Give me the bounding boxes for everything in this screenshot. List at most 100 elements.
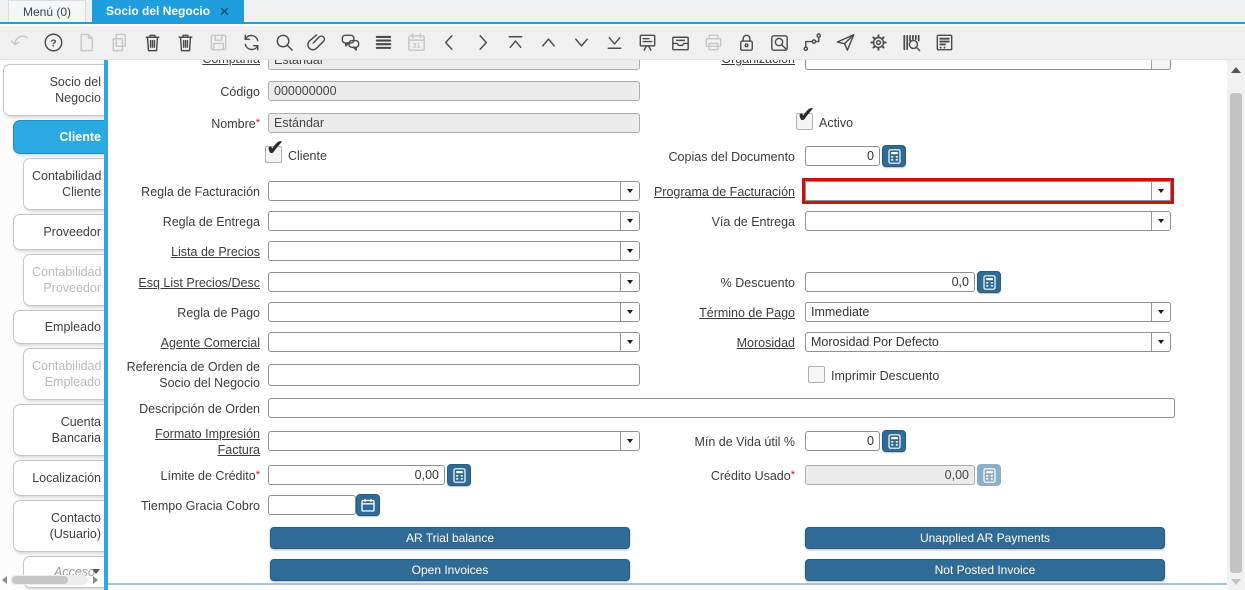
next-record-icon[interactable] bbox=[471, 31, 494, 54]
sidebar-tab-contabilidad-cliente[interactable]: Contabilidad Cliente bbox=[23, 158, 104, 210]
esq-list-precios-combo[interactable] bbox=[268, 272, 640, 292]
nombre-field[interactable]: Estándar bbox=[268, 113, 640, 133]
dropdown-arrow-button[interactable] bbox=[620, 212, 639, 230]
sidebar-tab-localizacion[interactable]: Localización bbox=[13, 460, 104, 496]
sidebar-more-tabs-icon[interactable] bbox=[92, 569, 100, 574]
formato-impresion-combo[interactable] bbox=[268, 431, 640, 451]
limite-credito-field[interactable]: 0,00 bbox=[268, 465, 445, 485]
save-icon[interactable] bbox=[207, 31, 230, 54]
tab-menu[interactable]: Menú (0) bbox=[8, 0, 87, 22]
formato-impresion-label[interactable]: Formato Impresión Factura bbox=[155, 427, 260, 457]
attachment-icon[interactable] bbox=[306, 31, 329, 54]
lock-icon[interactable] bbox=[735, 31, 758, 54]
dropdown-arrow-button[interactable] bbox=[620, 273, 639, 291]
content-vertical-scrollbar[interactable] bbox=[1227, 60, 1245, 590]
workflow-icon[interactable] bbox=[801, 31, 824, 54]
first-record-icon[interactable] bbox=[504, 31, 527, 54]
min-vida-calculator-button[interactable] bbox=[882, 430, 906, 452]
previous-record-icon[interactable] bbox=[438, 31, 461, 54]
sidebar-tab-socio-del-negocio[interactable]: Socio del Negocio bbox=[3, 64, 104, 116]
scrollbar-thumb[interactable] bbox=[1230, 93, 1242, 573]
tab-socio-del-negocio[interactable]: Socio del Negocio ✕ bbox=[92, 0, 244, 22]
dropdown-arrow-button[interactable] bbox=[620, 432, 639, 450]
scrollbar-thumb[interactable] bbox=[12, 576, 68, 584]
programa-facturacion-combo[interactable] bbox=[805, 181, 1171, 201]
lista-precios-label[interactable]: Lista de Precios bbox=[171, 245, 260, 259]
open-invoices-button[interactable]: Open Invoices bbox=[270, 559, 630, 581]
sidebar-tab-proveedor[interactable]: Proveedor bbox=[13, 214, 104, 250]
sidebar-tab-cuenta-bancaria[interactable]: Cuenta Bancaria bbox=[13, 404, 104, 456]
copias-documento-field[interactable]: 0 bbox=[805, 146, 880, 166]
log-icon[interactable] bbox=[933, 31, 956, 54]
dropdown-arrow-button[interactable] bbox=[1151, 333, 1170, 351]
print-icon[interactable] bbox=[702, 31, 725, 54]
compania-field[interactable]: Estándar bbox=[268, 60, 640, 70]
copy-record-icon[interactable] bbox=[108, 31, 131, 54]
programa-facturacion-label[interactable]: Programa de Facturación bbox=[653, 185, 795, 199]
chat-icon[interactable] bbox=[339, 31, 362, 54]
ar-trial-balance-button[interactable]: AR Trial balance bbox=[270, 527, 630, 549]
close-tab-icon[interactable]: ✕ bbox=[219, 3, 230, 19]
record-select-button[interactable] bbox=[1151, 60, 1170, 69]
dropdown-arrow-button[interactable] bbox=[620, 333, 639, 351]
min-vida-util-field[interactable]: 0 bbox=[805, 431, 880, 451]
dropdown-arrow-button[interactable] bbox=[1151, 182, 1170, 200]
tiempo-gracia-calendar-button[interactable] bbox=[356, 494, 380, 516]
dropdown-arrow-button[interactable] bbox=[620, 303, 639, 321]
archive-icon[interactable] bbox=[669, 31, 692, 54]
organizacion-field[interactable] bbox=[805, 60, 1171, 70]
morosidad-combo[interactable]: Morosidad Por Defecto bbox=[805, 332, 1171, 352]
sidebar-tab-cliente[interactable]: Cliente bbox=[13, 120, 104, 154]
termino-pago-label[interactable]: Término de Pago bbox=[699, 306, 795, 320]
zoom-across-icon[interactable] bbox=[768, 31, 791, 54]
new-record-icon[interactable] bbox=[75, 31, 98, 54]
not-posted-invoice-button[interactable]: Not Posted Invoice bbox=[805, 559, 1165, 581]
last-record-icon[interactable] bbox=[603, 31, 626, 54]
toggle-grid-icon[interactable] bbox=[372, 31, 395, 54]
compania-label[interactable]: Compañía bbox=[110, 60, 260, 68]
unapplied-ar-payments-button[interactable]: Unapplied AR Payments bbox=[805, 527, 1165, 549]
esq-list-precios-label[interactable]: Esq List Precios/Desc bbox=[138, 276, 260, 290]
preferences-icon[interactable] bbox=[867, 31, 890, 54]
regla-pago-combo[interactable] bbox=[268, 302, 640, 322]
parent-record-icon[interactable] bbox=[537, 31, 560, 54]
morosidad-label[interactable]: Morosidad bbox=[736, 336, 795, 350]
sidebar-tab-contacto-usuario[interactable]: Contacto (Usuario) bbox=[13, 500, 104, 552]
help-icon[interactable]: ? bbox=[42, 31, 65, 54]
tiempo-gracia-field[interactable] bbox=[268, 495, 356, 515]
detail-record-icon[interactable] bbox=[570, 31, 593, 54]
agente-comercial-label[interactable]: Agente Comercial bbox=[160, 336, 260, 350]
sidebar-scroll-right-icon[interactable] bbox=[93, 576, 98, 584]
termino-pago-combo[interactable]: Immediate bbox=[805, 302, 1171, 322]
descuento-calculator-button[interactable] bbox=[977, 271, 1001, 293]
imprimir-descuento-checkbox[interactable] bbox=[808, 366, 825, 383]
lista-precios-combo[interactable] bbox=[268, 241, 640, 261]
product-info-icon[interactable] bbox=[900, 31, 923, 54]
regla-facturacion-combo[interactable] bbox=[268, 181, 640, 201]
referencia-orden-field[interactable] bbox=[268, 364, 640, 386]
dropdown-arrow-button[interactable] bbox=[620, 182, 639, 200]
dropdown-arrow-button[interactable] bbox=[620, 242, 639, 260]
dropdown-arrow-button[interactable] bbox=[1151, 212, 1170, 230]
cliente-checkbox[interactable] bbox=[265, 137, 284, 163]
undo-icon[interactable] bbox=[9, 31, 32, 54]
copias-calculator-button[interactable] bbox=[882, 145, 906, 167]
delete-selection-icon[interactable] bbox=[174, 31, 197, 54]
scroll-up-icon[interactable] bbox=[1231, 67, 1241, 73]
via-entrega-combo[interactable] bbox=[805, 211, 1171, 231]
agente-comercial-combo[interactable] bbox=[268, 332, 640, 352]
dropdown-arrow-button[interactable] bbox=[1151, 303, 1170, 321]
scroll-down-icon[interactable] bbox=[1231, 579, 1241, 585]
codigo-field[interactable]: 000000000 bbox=[268, 81, 640, 101]
descripcion-orden-field[interactable] bbox=[268, 398, 1175, 418]
report-icon[interactable] bbox=[636, 31, 659, 54]
limite-calculator-button[interactable] bbox=[447, 464, 471, 486]
calendar-icon[interactable]: 31 bbox=[405, 31, 428, 54]
descuento-field[interactable]: 0,0 bbox=[805, 272, 975, 292]
organizacion-label[interactable]: Organización bbox=[645, 60, 795, 68]
send-icon[interactable] bbox=[834, 31, 857, 54]
find-icon[interactable] bbox=[273, 31, 296, 54]
regla-entrega-combo[interactable] bbox=[268, 211, 640, 231]
activo-checkbox[interactable] bbox=[796, 104, 815, 130]
sidebar-scroll-left-icon[interactable] bbox=[2, 576, 7, 584]
